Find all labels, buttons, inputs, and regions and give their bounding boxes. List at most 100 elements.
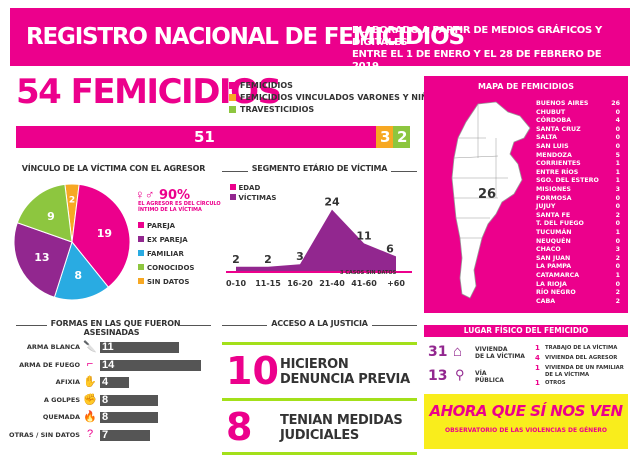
lugar-other-count: 1: [535, 379, 540, 387]
gun-icon: ⌐: [86, 357, 94, 370]
province-count: 5: [615, 151, 620, 159]
province-row: RÍO NEGRO 2: [536, 289, 620, 297]
province-name: CÓRDOBA: [536, 117, 572, 125]
legend-swatch: [138, 250, 144, 256]
lugar-other-row: 1 TRABAJO DE LA VÍCTIMA: [535, 345, 630, 352]
lugar-other-label: TRABAJO DE LA VÍCTIMA: [545, 345, 618, 351]
logo-subtitle: OBSERVATORIO DE LAS VIOLENCIAS DE GÉNERO: [444, 427, 608, 434]
forma-row: AFIXIA ✋ 4: [20, 375, 190, 389]
area-category-label: 21-40: [319, 279, 345, 288]
forma-row: OTRAS / SIN DATOS? 7: [9, 428, 190, 442]
province-name: BUENOS AIRES: [536, 100, 589, 107]
pie-chart-vinculo: 2 19 8 13 9: [13, 183, 131, 301]
pie-legend-item: EX PAREJA: [138, 236, 188, 244]
province-count: 2: [615, 297, 620, 305]
legend-swatch: [229, 106, 236, 113]
lugar-other-row: 1 OTROS: [535, 380, 630, 387]
area-category-label: 11-15: [255, 279, 281, 288]
province-name: SAN LUIS: [536, 143, 569, 150]
province-count: 0: [615, 108, 620, 116]
subtitle-line-2: ENTRE EL 1 DE ENERO Y EL 28 DE FEBRERO D…: [352, 49, 602, 72]
forma-label: QUEMADA: [42, 413, 80, 421]
province-count: 1: [615, 229, 620, 236]
pie-label-pareja: 19: [97, 227, 112, 240]
map-title: MAPA DE FEMICIDIOS: [477, 82, 575, 91]
province-name: ENTRE RÍOS: [536, 168, 579, 176]
pie-label-familiar: 8: [74, 269, 82, 282]
province-name: SGO. DEL ESTERO: [536, 177, 599, 185]
via-label: VÍA PÚBLICA: [475, 370, 504, 384]
province-name: CATAMARCA: [536, 272, 580, 279]
forma-label: OTRAS / SIN DATOS: [9, 430, 80, 439]
legend-swatch: [138, 236, 144, 242]
province-count: 0: [615, 237, 620, 245]
legend-victimas: VÍCTIMAS: [230, 194, 276, 202]
province-row: SANTA CRUZ 0: [536, 126, 620, 134]
province-row: CATAMARCA 1: [536, 272, 620, 280]
province-row: BUENOS AIRES 26: [536, 100, 620, 108]
forma-row: A GOLPES ✊ 8: [20, 393, 190, 407]
province-name: LA RIOJA: [536, 280, 567, 288]
province-name: SANTA FE: [536, 211, 571, 219]
province-row: SAN JUAN 2: [536, 255, 620, 263]
area-category-label: +60: [387, 279, 405, 288]
province-name: CABA: [536, 297, 556, 305]
bar-travesticidios-value: 2: [397, 128, 408, 146]
area-value-label: 3: [296, 250, 304, 263]
lugar-other-label: VIVIENDA DE UN FAMILIAR DE LA VÍCTIMA: [545, 365, 624, 378]
pie-legend-item: CONOCIDOS: [138, 264, 194, 272]
bar-travesticidios: 2: [393, 126, 410, 148]
province-count: 0: [615, 194, 620, 202]
forma-label: ARMA BLANCA: [26, 343, 80, 351]
area-value-label: 2: [264, 253, 272, 266]
argentina-map: 26: [451, 101, 531, 299]
province-row: FORMOSA 0: [536, 195, 620, 203]
section-title-edad: SEGMENTO ETÁRIO DE VÍCTIMA: [222, 164, 417, 176]
area-value-label: 2: [232, 253, 240, 266]
province-count: 0: [615, 134, 620, 142]
province-name: T. DEL FUEGO: [536, 220, 584, 228]
legend-swatch: [230, 194, 236, 200]
province-row: JUJUY 0: [536, 203, 620, 211]
medidas-number: 8: [226, 405, 253, 449]
pie-legend-item: PAREJA: [138, 222, 175, 230]
province-row: SAN LUIS 0: [536, 143, 620, 151]
area-category-label: 41-60: [351, 279, 377, 288]
legend-vinculados: FEMICIDIOS VINCULADOS VARONES Y NIÑOS: [229, 93, 440, 102]
province-count: 0: [615, 280, 620, 288]
province-name: SALTA: [536, 134, 558, 142]
forma-value: 4: [102, 376, 109, 388]
map-panel: MAPA DE FEMICIDIOS 26 BUENOS AIRES 26 CHUB…: [424, 76, 628, 313]
legend-swatch: [138, 278, 144, 284]
vivienda-label: VIVIENDA DE LA VÍCTIMA: [475, 346, 525, 360]
province-name: CORRIENTES: [536, 160, 581, 168]
bar-vinculados-value: 3: [380, 128, 391, 146]
legend-edad: EDAD: [230, 184, 260, 192]
province-count: 26: [611, 100, 620, 107]
legend-swatch: [138, 222, 144, 228]
lugar-other-row: 1 VIVIENDA DE UN FAMILIAR DE LA VÍCTIMA: [535, 365, 630, 379]
bar-vinculados: 3: [376, 126, 393, 148]
map-big-number: 26: [478, 187, 496, 202]
province-name: NEUQUÉN: [536, 237, 571, 245]
area-category-label: 16-20: [287, 279, 313, 288]
via-number: 13: [428, 368, 448, 384]
forma-bar: 8: [100, 394, 158, 406]
province-row: SGO. DEL ESTERO 1: [536, 177, 620, 185]
area-value-label: 24: [324, 196, 340, 209]
province-count: 0: [615, 220, 620, 228]
province-row: LA RIOJA 0: [536, 281, 620, 289]
fist-icon: ✊: [83, 393, 97, 406]
hands-icon: ✋: [83, 376, 97, 388]
province-count: 0: [615, 125, 620, 133]
forma-bar: 4: [100, 376, 129, 388]
legend-swatch: [230, 184, 236, 190]
forma-bar: 8: [100, 411, 158, 423]
pie-label-conocidos: 9: [47, 210, 55, 223]
province-name: SANTA CRUZ: [536, 125, 581, 133]
legend-travesticidios: TRAVESTICIDIOS: [229, 105, 314, 114]
denuncia-text: HICIERON DENUNCIA PREVIA: [280, 357, 410, 387]
highlight-90: ♀♂ 90%: [135, 186, 190, 204]
house-icon: ⌂: [453, 343, 463, 360]
pie-legend-item: SIN DATOS: [138, 278, 189, 286]
